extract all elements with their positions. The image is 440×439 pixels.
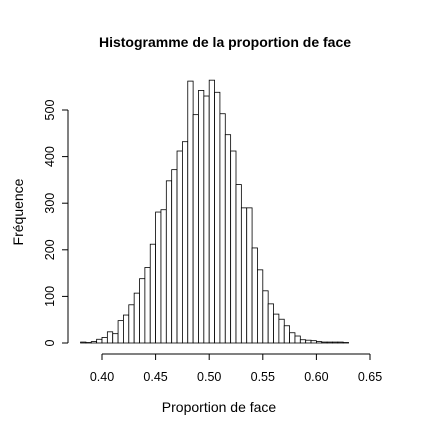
x-tick-label: 0.60 bbox=[304, 370, 328, 384]
histogram-bar bbox=[192, 114, 199, 344]
x-tick-label: 0.50 bbox=[197, 370, 221, 384]
histogram-bar bbox=[251, 247, 258, 344]
histogram-bar bbox=[96, 338, 103, 344]
histogram-bar bbox=[294, 335, 301, 344]
x-tick-label: 0.40 bbox=[90, 370, 114, 384]
x-tick-label: 0.45 bbox=[143, 370, 167, 384]
histogram-bar bbox=[262, 290, 269, 344]
histogram-bar bbox=[139, 278, 146, 344]
chart-title: Histogramme de la proportion de face bbox=[99, 34, 351, 50]
y-axis-label: Fréquence bbox=[10, 178, 26, 245]
y-axis: 0 100 200 300 400 500 bbox=[43, 100, 69, 346]
x-tick-label: 0.65 bbox=[358, 370, 382, 384]
x-axis: 0.40 0.45 0.50 0.55 0.60 0.65 bbox=[90, 353, 382, 384]
histogram-bar bbox=[315, 341, 323, 344]
y-tick-label: 100 bbox=[43, 286, 57, 307]
histogram-bar bbox=[198, 90, 205, 344]
histogram-bar bbox=[326, 341, 333, 344]
histogram-bar bbox=[171, 169, 178, 344]
histogram-bar bbox=[332, 341, 339, 344]
histogram-bar bbox=[90, 341, 98, 344]
histogram-bar bbox=[208, 79, 215, 344]
histogram-bar bbox=[203, 95, 210, 344]
histogram-bar bbox=[257, 269, 264, 344]
histogram-bar bbox=[187, 80, 194, 344]
histogram-bar bbox=[278, 318, 285, 344]
histogram-bar bbox=[112, 333, 119, 344]
x-axis-label: Proportion de face bbox=[162, 399, 277, 415]
histogram-bar bbox=[117, 320, 124, 344]
histogram-bar bbox=[165, 180, 173, 344]
x-tick-label: 0.55 bbox=[251, 370, 275, 384]
y-tick-label: 400 bbox=[43, 146, 57, 167]
histogram-bar bbox=[149, 243, 157, 344]
histogram-bar bbox=[155, 211, 162, 344]
histogram-bar bbox=[305, 339, 312, 344]
histogram-bar bbox=[106, 331, 114, 344]
histogram-bar bbox=[133, 292, 140, 344]
histogram-bar bbox=[267, 303, 274, 344]
histogram-bar bbox=[283, 325, 290, 344]
histogram-bars bbox=[80, 79, 349, 344]
histogram-bar bbox=[321, 341, 328, 344]
histogram-bar bbox=[101, 337, 108, 344]
histogram-bar bbox=[240, 207, 248, 344]
histogram-bar bbox=[214, 91, 221, 344]
histogram-bar bbox=[181, 141, 189, 344]
histogram-bar bbox=[289, 332, 296, 344]
histogram-bar bbox=[299, 339, 307, 344]
histogram-bar bbox=[176, 150, 183, 344]
histogram-bar bbox=[123, 314, 130, 344]
histogram-bar bbox=[160, 209, 167, 344]
histogram-bar bbox=[337, 341, 344, 344]
histogram-bar bbox=[235, 184, 242, 344]
histogram-bar bbox=[224, 134, 232, 344]
histogram-bar bbox=[230, 150, 237, 344]
y-tick-label: 300 bbox=[43, 193, 57, 214]
y-tick-label: 500 bbox=[43, 100, 57, 121]
histogram-bar bbox=[310, 340, 317, 344]
y-tick-label: 0 bbox=[43, 339, 57, 346]
histogram-bar bbox=[219, 113, 226, 344]
histogram-bar bbox=[273, 313, 280, 344]
histogram-bar bbox=[80, 341, 87, 344]
histogram-bar bbox=[128, 304, 135, 344]
y-tick-label: 200 bbox=[43, 239, 57, 260]
histogram-bar bbox=[246, 207, 253, 344]
histogram-bar bbox=[144, 267, 151, 344]
